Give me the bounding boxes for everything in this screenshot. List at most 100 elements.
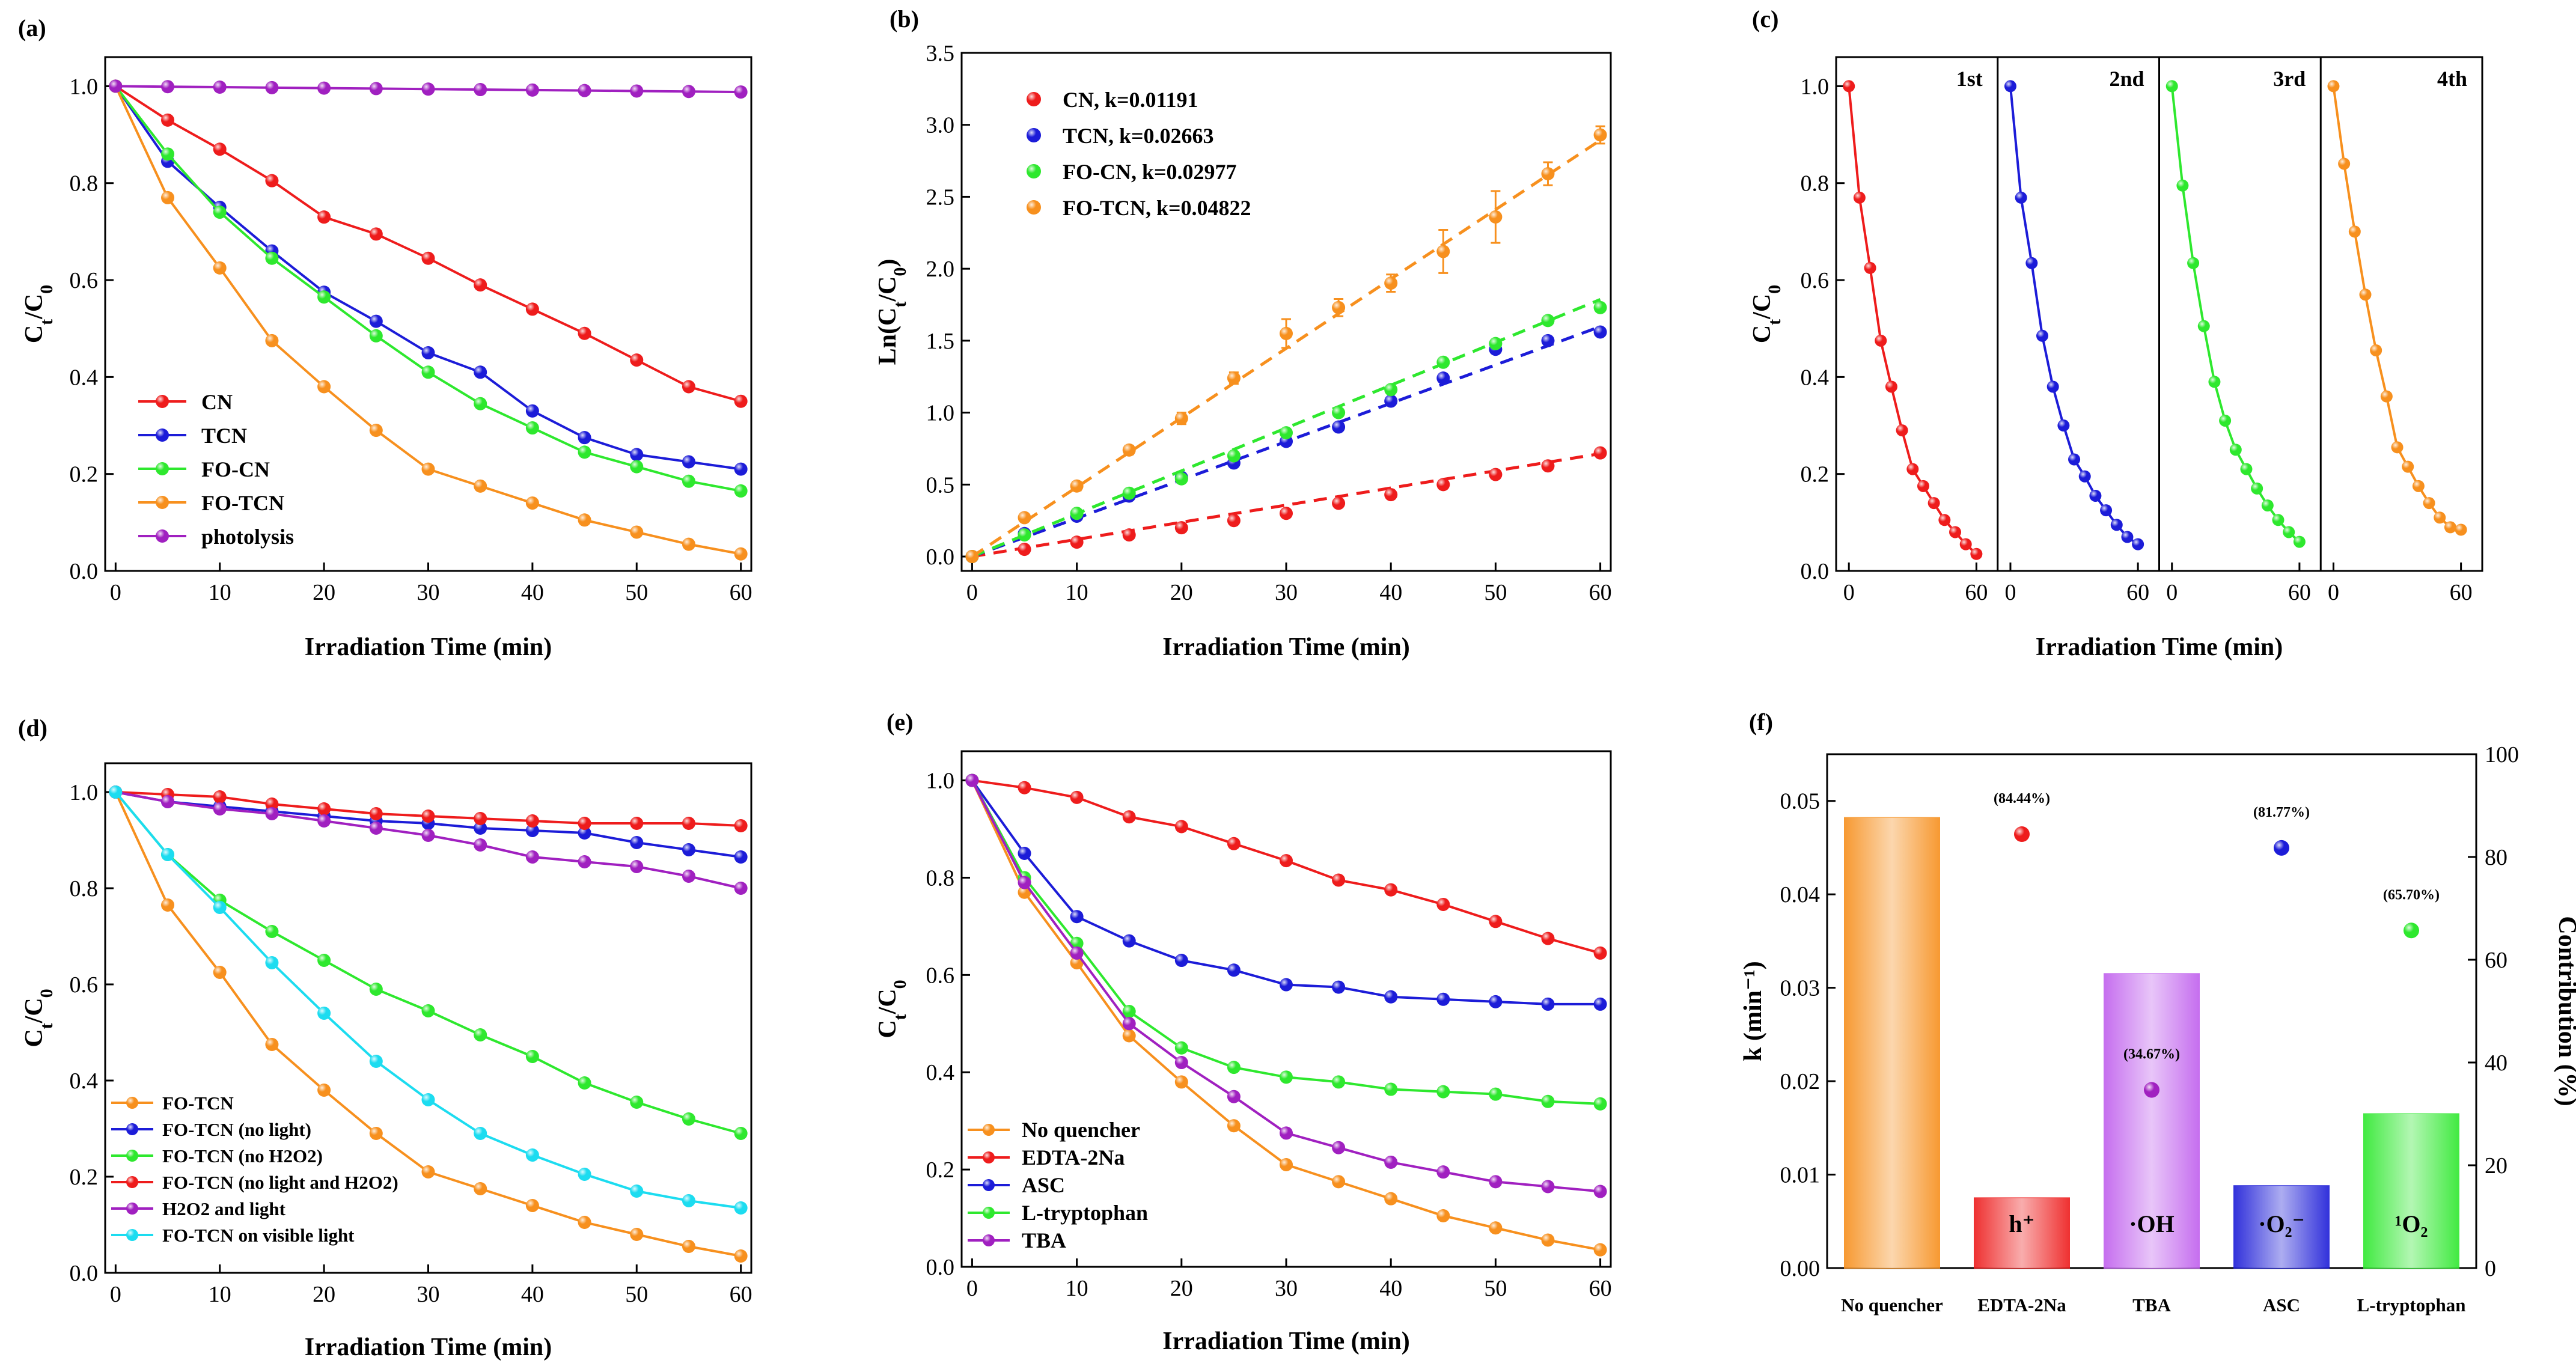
y-tick-label: 3.5 bbox=[926, 41, 955, 66]
panel-label: (a) bbox=[18, 14, 46, 41]
data-point-shine bbox=[1174, 472, 1188, 486]
data-point-shine bbox=[1436, 371, 1450, 385]
data-point-shine bbox=[1122, 1029, 1136, 1043]
data-point-shine bbox=[630, 1096, 644, 1109]
y-tick-label: 0.4 bbox=[70, 1069, 99, 1094]
data-point-shine bbox=[525, 1050, 539, 1063]
legend-entry: CN bbox=[201, 390, 233, 414]
x-tick-label: 10 bbox=[1066, 1276, 1088, 1301]
y-right-tick-label: 20 bbox=[2485, 1153, 2507, 1178]
data-point-shine bbox=[1489, 337, 1503, 350]
data-point-shine bbox=[630, 860, 644, 873]
data-point-shine bbox=[578, 513, 591, 527]
x-tick-label: 30 bbox=[1275, 580, 1298, 605]
legend-entry: No quencher bbox=[1022, 1118, 1140, 1142]
y-tick-label: 0.0 bbox=[70, 559, 99, 584]
data-point-shine bbox=[682, 474, 695, 488]
data-point-shine bbox=[1018, 876, 1031, 889]
legend-marker-shine bbox=[983, 1207, 995, 1219]
y-tick-label: 0.2 bbox=[926, 1157, 955, 1183]
x-tick-label: 40 bbox=[1379, 1276, 1402, 1301]
data-point-shine bbox=[1018, 781, 1031, 794]
x-tick-label: 50 bbox=[1484, 580, 1507, 605]
panel-label: (e) bbox=[887, 709, 913, 736]
data-point-shine bbox=[1885, 380, 1897, 393]
x-tick-label: 60 bbox=[730, 1282, 752, 1307]
legend-marker-shine bbox=[126, 1123, 138, 1135]
series-line-3 bbox=[2332, 86, 2462, 531]
data-point-shine bbox=[734, 819, 748, 832]
y-tick-label: 0.4 bbox=[1801, 365, 1830, 390]
legend-marker-shine bbox=[156, 529, 169, 543]
data-point-shine bbox=[265, 251, 279, 265]
data-point-shine bbox=[630, 460, 644, 474]
data-point-shine bbox=[2004, 80, 2016, 93]
x-tick-label: 0 bbox=[1843, 580, 1855, 605]
data-point-shine bbox=[525, 302, 539, 316]
data-point-shine bbox=[369, 1055, 383, 1068]
data-point-shine bbox=[1970, 547, 1983, 560]
legend-entry: H2O2 and light bbox=[162, 1198, 286, 1219]
data-point-shine bbox=[1384, 1082, 1398, 1096]
data-point-shine bbox=[317, 1084, 331, 1097]
x-tick-label: 40 bbox=[1379, 580, 1402, 605]
data-point-shine bbox=[421, 829, 435, 842]
data-point-shine bbox=[1227, 1090, 1241, 1103]
data-point-shine bbox=[734, 484, 748, 498]
x-category-label: EDTA-2Na bbox=[1977, 1294, 2066, 1316]
data-point-shine bbox=[734, 547, 748, 561]
y-axis-label: Ct/C0 bbox=[1748, 285, 1784, 343]
panel-label: (b) bbox=[890, 5, 919, 32]
x-tick-label: 0 bbox=[2328, 580, 2339, 605]
data-point-shine bbox=[421, 365, 435, 379]
data-point-shine bbox=[1489, 995, 1503, 1008]
y-tick-label: 0.0 bbox=[926, 544, 955, 570]
data-point-shine bbox=[1174, 521, 1188, 535]
data-point-shine bbox=[1949, 526, 1962, 538]
data-point-shine bbox=[1489, 1175, 1503, 1189]
data-point-shine bbox=[1436, 897, 1450, 911]
y-tick-label: 0.2 bbox=[70, 1165, 99, 1190]
data-point-shine bbox=[1593, 997, 1607, 1011]
data-point-shine bbox=[265, 334, 279, 347]
data-point-shine bbox=[1541, 1094, 1555, 1108]
y-tick-label: 0.2 bbox=[1801, 462, 1830, 487]
x-tick-label: 50 bbox=[1484, 1276, 1507, 1301]
data-point-shine bbox=[474, 822, 487, 835]
data-point-shine bbox=[161, 898, 175, 912]
data-point-shine bbox=[1489, 468, 1503, 481]
data-point-shine bbox=[109, 79, 123, 93]
contribution-point-shine bbox=[2274, 840, 2289, 856]
data-point-shine bbox=[1593, 325, 1607, 339]
x-tick-label: 60 bbox=[1589, 580, 1612, 605]
y-tick-label: 0.04 bbox=[1780, 882, 1821, 907]
legend-entry: FO-TCN bbox=[201, 491, 284, 515]
data-point-shine bbox=[1227, 449, 1241, 463]
x-tick-label: 40 bbox=[521, 580, 544, 605]
data-point-shine bbox=[2402, 460, 2414, 473]
y-tick-label: 0.8 bbox=[1801, 171, 1830, 197]
data-point-shine bbox=[965, 773, 979, 787]
x-tick-label: 60 bbox=[2288, 580, 2311, 605]
y-right-axis-label: Contribution (%) bbox=[2553, 916, 2576, 1106]
data-point-shine bbox=[1384, 488, 1398, 502]
x-tick-label: 10 bbox=[209, 580, 231, 605]
cycle-label: 3rd bbox=[2273, 67, 2306, 91]
bar-gloss bbox=[2364, 1114, 2459, 1268]
legend-marker-shine bbox=[983, 1124, 995, 1136]
data-point-shine bbox=[1906, 463, 1919, 475]
data-point-shine bbox=[578, 1168, 591, 1181]
data-point-shine bbox=[213, 261, 227, 275]
data-point-shine bbox=[1541, 1180, 1555, 1194]
data-point-shine bbox=[1541, 167, 1555, 181]
data-point-shine bbox=[1489, 210, 1503, 224]
data-point-shine bbox=[2434, 511, 2446, 524]
fit-line-0 bbox=[972, 452, 1601, 558]
y-tick-label: 1.5 bbox=[926, 329, 955, 354]
data-point-shine bbox=[1174, 412, 1188, 425]
plot-frame bbox=[960, 52, 1612, 572]
data-point-shine bbox=[630, 817, 644, 830]
data-point-shine bbox=[682, 1240, 695, 1253]
x-tick-label: 0 bbox=[2166, 580, 2178, 605]
data-point-shine bbox=[161, 147, 175, 161]
